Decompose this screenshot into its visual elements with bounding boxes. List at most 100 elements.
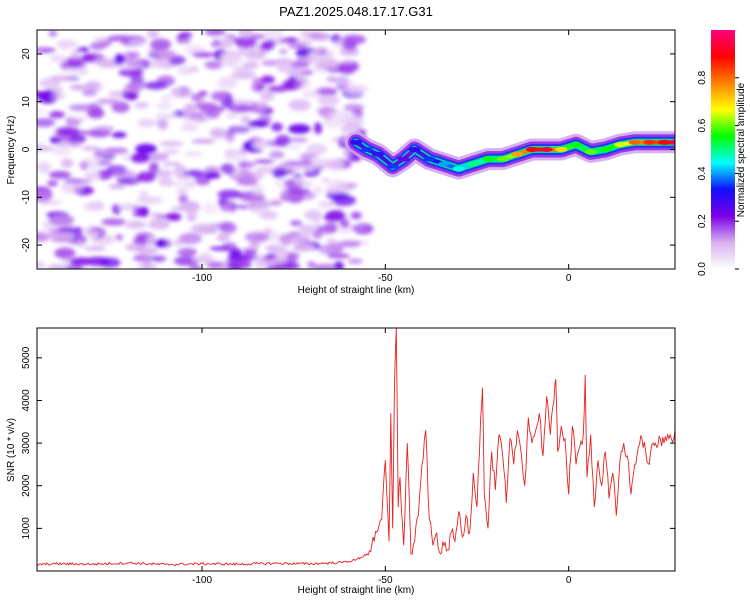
noise-blob: [236, 104, 250, 110]
noise-blob: [317, 94, 340, 106]
noise-blob: [229, 265, 242, 269]
colorbar-tick-label: 0.6: [697, 118, 708, 132]
noise-blob: [81, 54, 96, 60]
noise-blob: [84, 171, 101, 181]
noise-blob: [189, 263, 202, 269]
noise-blob: [84, 82, 99, 90]
noise-blob: [134, 102, 150, 109]
ridge-point: [669, 139, 675, 145]
noise-blob: [96, 58, 121, 68]
noise-blob: [216, 233, 231, 242]
noise-blob: [54, 247, 76, 259]
noise-blob: [244, 50, 267, 60]
spectrogram-signal-ridge: [345, 131, 675, 180]
noise-blob: [325, 192, 350, 199]
noise-blob: [251, 81, 266, 93]
noise-blob: [179, 31, 193, 39]
noise-blob: [137, 118, 155, 128]
noise-blob: [312, 216, 321, 225]
noise-blob: [209, 127, 228, 139]
noise-blob: [237, 161, 256, 169]
noise-blob: [136, 171, 156, 183]
noise-blob: [247, 120, 270, 128]
noise-blob: [236, 176, 258, 186]
ridge-point: [423, 156, 436, 162]
noise-blob: [48, 214, 74, 226]
noise-blob: [260, 75, 275, 84]
noise-blob: [195, 102, 218, 108]
colorbar-tick-label: 0.4: [697, 166, 708, 180]
noise-blob: [159, 140, 184, 147]
noise-blob: [303, 172, 315, 177]
noise-blob: [279, 233, 294, 245]
noise-blob: [204, 172, 221, 179]
noise-blob: [230, 70, 257, 80]
noise-blob: [265, 253, 277, 261]
noise-blob: [155, 102, 173, 110]
noise-blob: [350, 211, 362, 220]
noise-blob: [186, 212, 199, 219]
noise-blob: [76, 47, 90, 53]
noise-blob: [344, 83, 369, 95]
noise-blob: [156, 75, 176, 87]
noise-blob: [175, 175, 190, 181]
noise-blob: [56, 39, 78, 48]
snr-x-axis-label: Height of straight line (km): [298, 585, 415, 596]
ridge-point: [408, 147, 421, 152]
noise-blob: [244, 231, 270, 243]
noise-blob: [263, 30, 285, 39]
chart-title: PAZ1.2025.048.17.17.G31: [279, 4, 433, 19]
noise-blob: [148, 218, 171, 230]
noise-blob: [327, 111, 351, 120]
noise-blob: [173, 256, 199, 266]
noise-blob: [241, 254, 253, 262]
noise-blob: [115, 234, 124, 241]
noise-blob: [250, 184, 264, 197]
noise-blob: [209, 105, 226, 113]
noise-blob: [192, 51, 215, 58]
noise-blob: [126, 61, 143, 67]
noise-blob: [312, 264, 338, 269]
noise-blob: [64, 56, 88, 69]
noise-blob: [184, 151, 203, 156]
noise-blob: [313, 166, 325, 171]
colorbar-ticks: 0.0 0.2 0.4 0.6 0.8: [697, 70, 739, 276]
noise-blob: [272, 167, 287, 179]
noise-blob: [163, 149, 180, 155]
noise-blob: [253, 159, 275, 164]
noise-blob: [149, 255, 167, 263]
noise-blob: [318, 200, 334, 209]
noise-blob: [202, 202, 218, 215]
noise-blob: [52, 147, 72, 156]
noise-blob: [180, 123, 199, 132]
noise-blob: [287, 79, 307, 84]
noise-blob: [255, 101, 268, 109]
noise-blob: [50, 86, 64, 92]
spectrogram-noise-blobs: [37, 30, 374, 269]
noise-blob: [337, 240, 362, 247]
noise-blob: [149, 212, 163, 218]
noise-blob: [326, 179, 348, 189]
noise-blob: [130, 74, 144, 84]
noise-blob: [37, 261, 45, 269]
noise-blob: [285, 186, 311, 195]
noise-blob: [138, 206, 150, 218]
ridge-point: [386, 163, 399, 169]
snr-y-tick-label: 1000: [21, 517, 32, 540]
noise-blob: [111, 131, 127, 139]
noise-blob: [37, 161, 52, 174]
noise-blob: [82, 201, 103, 211]
snr-x-ticks: -100 -50 0 1000 2000 3000 4000 5000: [21, 328, 675, 586]
noise-blob: [69, 116, 88, 122]
noise-blob: [81, 145, 99, 151]
spectrogram-x-tick-label: 0: [566, 273, 572, 284]
noise-blob: [59, 264, 84, 269]
ridge-point: [584, 149, 597, 155]
noise-blob: [312, 231, 323, 239]
noise-blob: [313, 185, 322, 196]
snr-y-tick-label: 3000: [21, 432, 32, 455]
noise-blob: [327, 253, 351, 259]
noise-blob: [37, 109, 50, 114]
